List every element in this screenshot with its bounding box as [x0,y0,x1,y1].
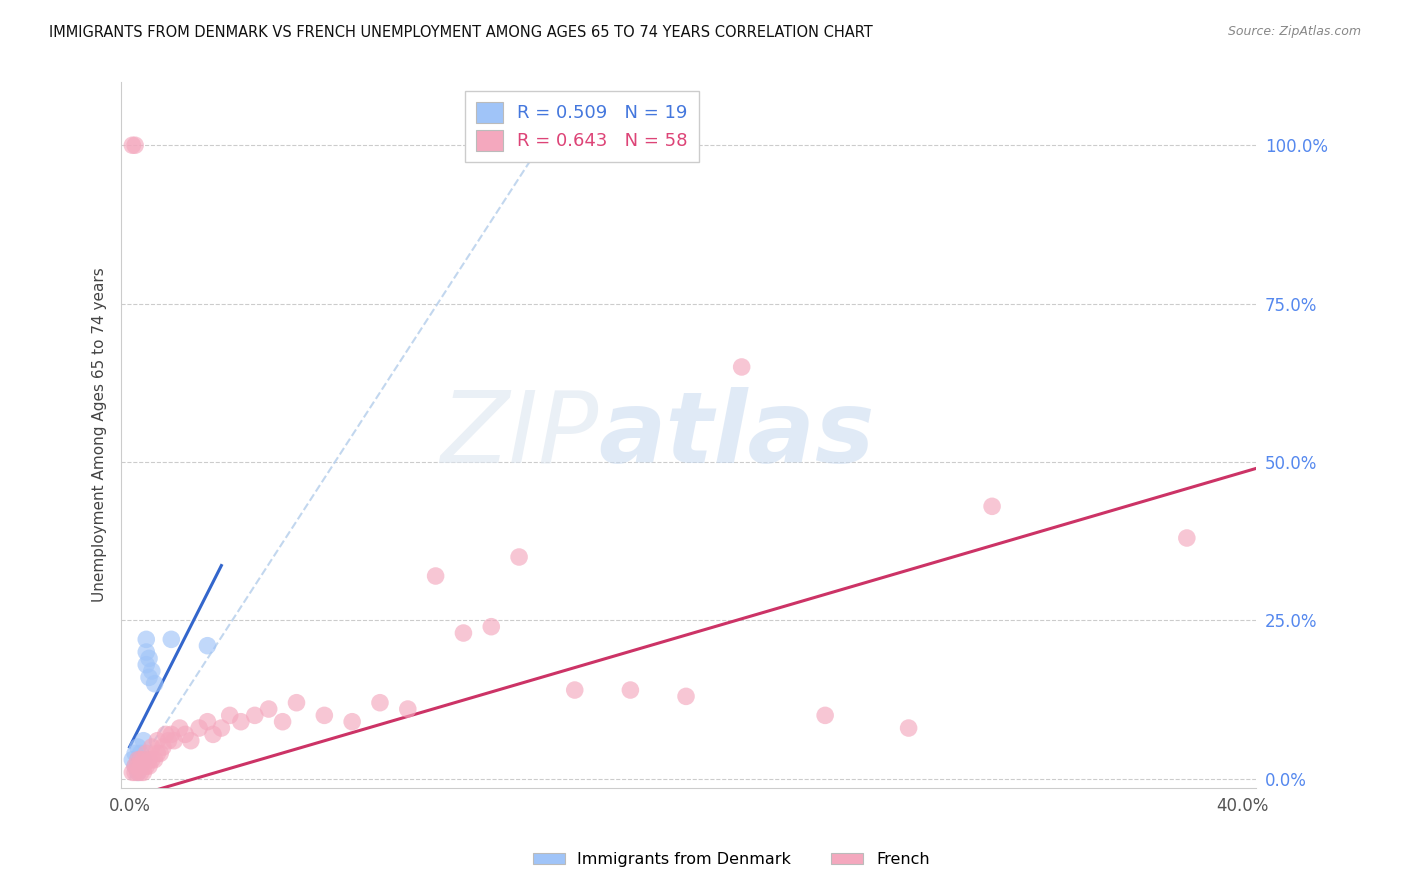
Point [129,759,152,773]
Text: Source: ZipAtlas.com: Source: ZipAtlas.com [1227,25,1361,38]
Text: atlas: atlas [598,386,875,483]
Point [132,753,155,767]
Point [479,620,502,634]
Point [897,721,920,735]
Point [163,733,186,747]
Point [138,670,160,684]
Point [143,676,166,690]
Point [132,759,155,773]
Point [127,765,149,780]
Point [564,683,586,698]
Point [129,747,152,761]
Point [197,714,219,729]
Point [127,740,149,755]
Point [127,753,149,767]
Point [129,753,152,767]
Point [731,359,754,374]
Point [132,733,155,747]
Point [174,727,197,741]
Point [127,765,149,780]
Point [141,753,163,767]
Point [135,645,157,659]
Point [127,759,149,773]
Point [138,759,160,773]
Point [124,747,146,761]
Point [141,664,163,678]
Point [143,753,166,767]
Point [160,727,183,741]
Point [453,626,475,640]
Point [229,714,252,729]
Point [243,708,266,723]
Point [124,759,146,773]
Point [124,759,146,773]
Point [127,753,149,767]
Point [138,753,160,767]
Point [135,747,157,761]
Point [425,569,447,583]
Point [188,721,211,735]
Point [138,651,160,665]
Point [197,639,219,653]
Point [285,696,308,710]
Point [146,747,169,761]
Point [129,765,152,780]
Point [121,138,143,153]
Point [814,708,837,723]
Point [132,765,155,780]
Point [675,690,697,704]
Point [124,765,146,780]
Point [180,733,202,747]
Point [368,696,391,710]
Point [124,138,146,153]
Point [160,632,183,647]
Point [155,727,177,741]
Point [135,632,157,647]
Point [169,721,191,735]
Point [209,721,232,735]
Point [257,702,280,716]
Point [132,753,155,767]
Point [135,759,157,773]
Point [340,714,363,729]
Point [129,759,152,773]
Point [619,683,641,698]
Point [271,714,294,729]
Legend: R = 0.509   N = 19, R = 0.643   N = 58: R = 0.509 N = 19, R = 0.643 N = 58 [465,91,699,161]
Point [218,708,240,723]
Point [146,733,169,747]
Point [314,708,336,723]
Point [121,753,143,767]
Point [1175,531,1198,545]
Point [157,733,180,747]
Text: IMMIGRANTS FROM DENMARK VS FRENCH UNEMPLOYMENT AMONG AGES 65 TO 74 YEARS CORRELA: IMMIGRANTS FROM DENMARK VS FRENCH UNEMPL… [49,25,873,40]
Point [121,765,143,780]
Point [135,657,157,672]
Point [508,549,530,564]
Legend: Immigrants from Denmark, French: Immigrants from Denmark, French [526,846,936,873]
Point [396,702,419,716]
Point [141,740,163,755]
Text: ZIP: ZIP [440,386,598,483]
Point [152,740,174,755]
Point [981,500,1004,514]
Y-axis label: Unemployment Among Ages 65 to 74 years: Unemployment Among Ages 65 to 74 years [93,268,107,602]
Point [149,747,172,761]
Point [202,727,225,741]
